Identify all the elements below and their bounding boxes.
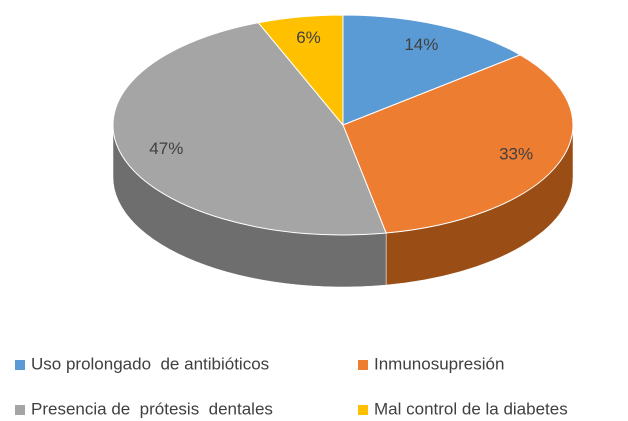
pie-slice [257,14,344,127]
legend-label: Mal control de la diabetes [374,399,568,418]
legend-swatch [358,360,368,370]
legend-label: Presencia de prótesis dentales [31,399,273,418]
legend-swatch [15,360,25,370]
data-label: 33% [499,144,533,163]
data-label: 14% [404,35,438,54]
legend-swatch [15,405,25,415]
pie-slice [112,22,387,236]
data-label: 47% [149,139,183,158]
legend-swatch [358,405,368,415]
data-label: 6% [296,28,321,47]
legend-label: Inmunosupresión [374,354,504,373]
pie-slice [342,14,522,126]
pie-slice [342,54,574,234]
legend-label: Uso prolongado de antibióticos [31,354,269,373]
